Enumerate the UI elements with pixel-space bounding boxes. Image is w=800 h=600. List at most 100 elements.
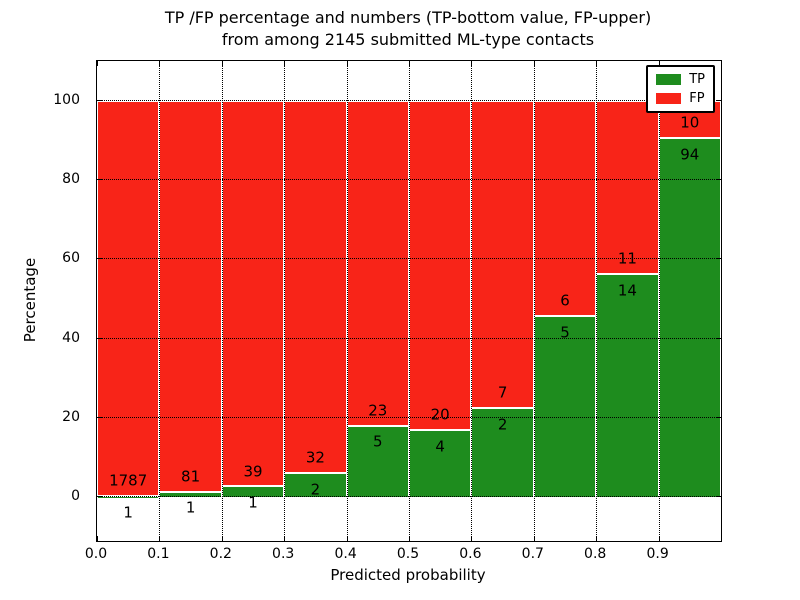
- y-axis-tick: [97, 258, 102, 260]
- y-tick-label: 20: [62, 409, 80, 426]
- tp-bar-segment: [658, 138, 721, 498]
- x-tick-label: 0.4: [334, 546, 357, 562]
- x-axis-tick: [658, 536, 660, 541]
- grid-line-vertical: [159, 61, 161, 541]
- bar-bin-0.2-0.3: [221, 61, 285, 541]
- ticks-layer: [97, 61, 721, 541]
- x-axis-tick: [159, 61, 161, 66]
- grid-line-horizontal: [97, 258, 721, 260]
- x-axis-tick: [346, 536, 348, 541]
- y-axis-tick: [97, 496, 102, 498]
- fp-count-label: 81: [181, 467, 201, 486]
- y-tick-label: 80: [62, 171, 80, 188]
- plot-area: 1787 1 81 1 39 1 32 2 23 5 20 4 7 2 6 5 11 14 10 94 TP FP: [96, 60, 722, 542]
- y-axis-tick: [97, 337, 102, 339]
- chart-title: TP /FP percentage and numbers (TP-bottom…: [96, 7, 720, 51]
- fp-count-label: 10: [680, 113, 700, 132]
- tp-count-label: 94: [680, 145, 700, 164]
- x-tick-labels: 0.0 0.1 0.2 0.3 0.4 0.5 0.6 0.7 0.8 0.9: [85, 546, 720, 564]
- bar-bin-0.1-0.2: [159, 61, 222, 541]
- y-tick-labels: 0 20 40 60 80 100: [0, 60, 88, 540]
- grid-line-horizontal: [97, 337, 721, 339]
- bar-bin-0.3-0.4: [284, 61, 347, 541]
- tp-count-label: 2: [310, 480, 321, 499]
- y-tick-label: 100: [53, 91, 80, 108]
- grid-line-horizontal: [97, 99, 721, 101]
- x-axis-tick: [658, 61, 660, 66]
- x-axis-tick: [596, 536, 598, 541]
- grid-line-vertical: [596, 61, 598, 541]
- y-axis-tick: [716, 99, 721, 101]
- fp-count-label: 7: [497, 383, 508, 402]
- fp-count-label: 39: [243, 462, 263, 481]
- value-labels-layer: 1787 1 81 1 39 1 32 2 23 5 20 4 7 2 6 5 11 14 10 94: [97, 61, 721, 541]
- x-axis-tick: [409, 61, 410, 66]
- tp-count-label: 4: [435, 437, 445, 456]
- y-axis-tick: [97, 179, 102, 181]
- legend: TP FP: [646, 65, 715, 113]
- grid-line-vertical: [471, 61, 473, 541]
- legend-item-fp: FP: [656, 92, 705, 105]
- x-axis-tick: [533, 536, 535, 541]
- legend-label: TP: [689, 72, 705, 87]
- y-tick-label: 60: [62, 250, 80, 267]
- fp-count-label: 11: [617, 249, 637, 268]
- tp-swatch-icon: [656, 74, 682, 85]
- bar-bin-0.7-0.8: [533, 61, 597, 541]
- x-axis-tick: [471, 61, 473, 66]
- x-axis-tick: [221, 536, 223, 541]
- grid-line-horizontal: [97, 179, 721, 181]
- grid-line-horizontal: [97, 417, 721, 419]
- bars-layer: [97, 61, 721, 541]
- tp-count-label: 5: [560, 323, 570, 342]
- x-tick-label: 0.8: [584, 546, 607, 562]
- tp-count-label: 1: [185, 498, 196, 517]
- x-tick-label: 0.9: [646, 546, 669, 562]
- x-axis-tick: [159, 536, 161, 541]
- x-axis-tick: [284, 536, 286, 541]
- fp-bar-segment: [596, 100, 659, 276]
- fp-count-label: 6: [560, 291, 570, 310]
- fp-bar-segment: [221, 100, 285, 488]
- bar-bin-0.5-0.6: [409, 61, 472, 541]
- tp-count-label: 1: [248, 493, 258, 512]
- grid-line-vertical: [533, 61, 535, 541]
- x-axis-tick: [97, 536, 98, 541]
- x-tick-label: 0.7: [521, 546, 544, 562]
- x-axis-tick: [533, 61, 535, 66]
- x-axis-tick: [471, 536, 473, 541]
- x-axis-tick: [596, 61, 598, 66]
- grid-line-horizontal: [97, 496, 721, 498]
- y-axis-tick: [97, 99, 102, 101]
- grid-line-vertical: [284, 61, 286, 541]
- fp-bar-segment: [284, 100, 347, 475]
- fp-count-label: 20: [430, 405, 450, 424]
- grid-line-vertical: [409, 61, 410, 541]
- legend-item-tp: TP: [656, 73, 705, 86]
- x-axis-tick: [409, 536, 410, 541]
- x-axis-tick: [284, 61, 286, 66]
- fp-bar-segment: [533, 100, 597, 318]
- tp-count-label: 5: [373, 432, 383, 451]
- fp-swatch-icon: [656, 93, 682, 104]
- legend-label: FP: [689, 91, 705, 106]
- y-axis-tick: [716, 258, 721, 260]
- y-axis-tick: [716, 417, 721, 419]
- fp-count-label: 23: [368, 401, 388, 420]
- x-axis-tick: [221, 61, 223, 66]
- x-tick-label: 0.5: [396, 546, 420, 562]
- bar-bin-0.9-1.0: [658, 61, 721, 541]
- fp-bar-segment: [159, 100, 222, 493]
- x-axis-label: Predicted probability: [330, 566, 486, 584]
- tp-count-label: 14: [617, 281, 637, 300]
- chart-title-line2: from among 2145 submitted ML-type contac…: [221, 30, 595, 49]
- x-axis-tick: [97, 61, 98, 66]
- tp-count-label: 2: [497, 415, 508, 434]
- fp-bar-segment: [97, 100, 160, 498]
- fp-bar-segment: [409, 100, 472, 432]
- y-axis-tick: [97, 417, 102, 419]
- fp-count-label: 32: [305, 448, 325, 467]
- y-axis-tick: [716, 179, 721, 181]
- grid-layer: [97, 61, 721, 541]
